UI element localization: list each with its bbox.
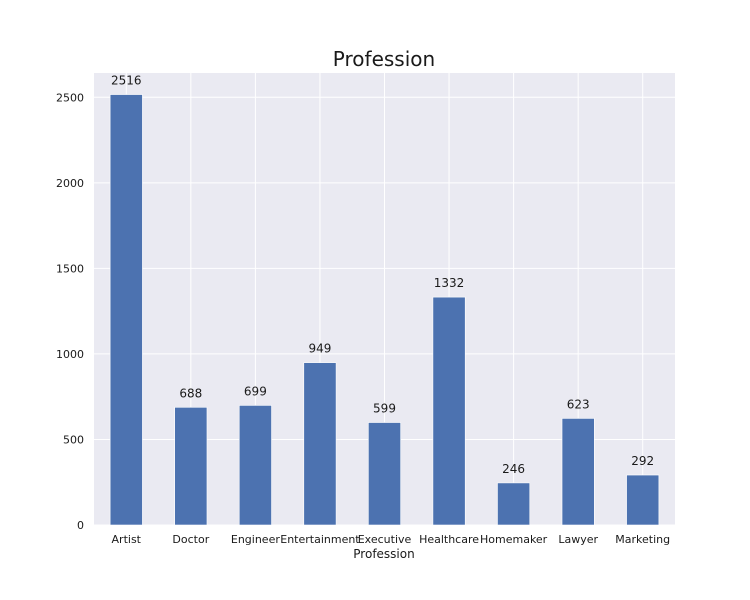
bar-entertainment <box>303 362 337 526</box>
bar-doctor <box>174 406 208 526</box>
data-label: 623 <box>567 397 590 411</box>
x-tick-label: Executive <box>358 533 412 546</box>
data-label: 1332 <box>434 276 465 290</box>
data-label: 949 <box>308 342 331 356</box>
x-axis-label: Profession <box>353 547 414 561</box>
x-axis-ticks: Artist Doctor Engineer EntertainmentExecuti… <box>112 533 671 546</box>
x-tick-label: Artist <box>112 533 142 546</box>
x-tick-label: Homemaker <box>480 533 548 546</box>
x-tick-label: Entertainment <box>280 533 360 546</box>
y-tick-label: 1000 <box>56 348 84 361</box>
data-label: 699 <box>244 384 267 398</box>
data-labels: 2516 688 699 949 599 1332 246 623 292 <box>111 74 654 476</box>
y-tick-label: 2000 <box>56 177 84 190</box>
y-tick-label: 500 <box>63 433 84 446</box>
bar-artist <box>109 94 143 526</box>
bars <box>109 94 660 526</box>
data-label: 246 <box>502 462 525 476</box>
x-tick-label: Marketing <box>615 533 670 546</box>
y-tick-label: 0 <box>77 519 84 532</box>
data-label: 688 <box>179 386 202 400</box>
data-label: 2516 <box>111 74 142 88</box>
y-tick-label: 1500 <box>56 262 84 275</box>
bar-lawyer <box>561 418 595 526</box>
y-tick-label: 2500 <box>56 91 84 104</box>
chart-title: Profession <box>333 47 435 71</box>
x-tick-label: Engineer <box>231 533 280 546</box>
y-axis-ticks: 0 500 1000 1500 2000 2500 <box>56 91 84 532</box>
data-label: 292 <box>631 454 654 468</box>
bar-executive <box>368 422 401 526</box>
x-tick-label: Doctor <box>172 533 209 546</box>
bar-homemaker <box>497 482 531 526</box>
bar-marketing <box>626 474 660 526</box>
bar-healthcare <box>432 296 466 526</box>
data-label: 599 <box>373 402 396 416</box>
x-tick-label: Healthcare <box>419 533 479 546</box>
x-tick-label: Lawyer <box>558 533 598 546</box>
bar-engineer <box>238 405 272 526</box>
